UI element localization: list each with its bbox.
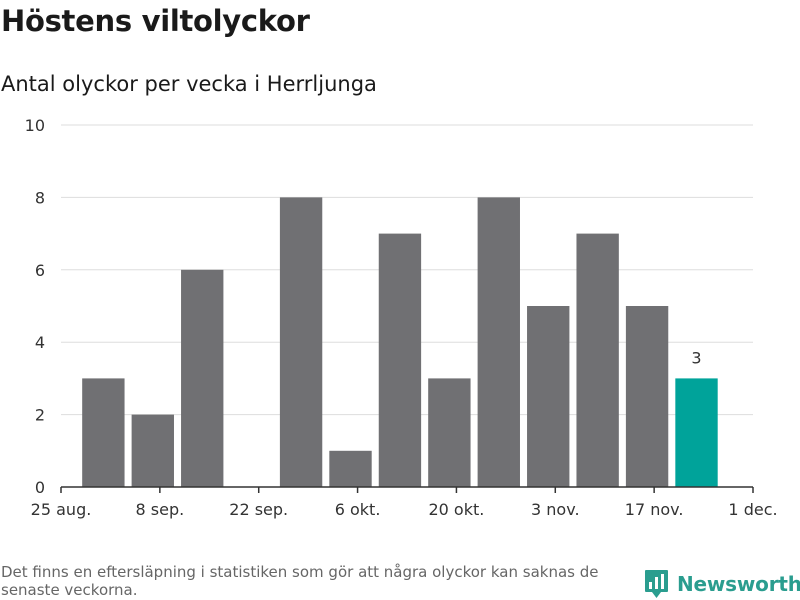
- bar: [527, 306, 570, 487]
- bar: [82, 378, 125, 487]
- bar: [131, 414, 174, 487]
- bar: [279, 197, 323, 487]
- x-tick-label: 25 aug.: [31, 500, 92, 519]
- bar: [428, 378, 471, 487]
- y-tick-label: 4: [35, 333, 45, 352]
- y-tick-label: 0: [35, 478, 45, 497]
- bar: [181, 269, 224, 487]
- bar: [329, 450, 372, 487]
- brand-logo: Newsworthy: [644, 569, 800, 599]
- chart-subtitle: Antal olyckor per vecka i Herrljunga: [1, 72, 377, 96]
- brand-name: Newsworthy: [677, 572, 800, 596]
- y-tick-label: 8: [35, 188, 45, 207]
- bar: [625, 306, 669, 487]
- footnote: Det finns en eftersläpning i statistiken…: [1, 563, 599, 599]
- x-tick-label: 8 sep.: [136, 500, 185, 519]
- x-tick-label: 22 sep.: [229, 500, 288, 519]
- bar: [477, 197, 520, 487]
- bar: [378, 233, 422, 487]
- x-tick-label: 3 nov.: [531, 500, 580, 519]
- bar: [675, 378, 718, 487]
- bar-chart: 0 2 4 6 8 10 3 25 aug. 8 sep. 22 sep. 6 okt. 20 okt…: [25, 116, 778, 519]
- y-tick-label: 10: [25, 116, 45, 135]
- data-label: 3: [691, 348, 701, 367]
- y-tick-label: 2: [35, 406, 45, 425]
- chart-title: Höstens viltolyckor: [1, 4, 310, 38]
- bar-chart-speech-bubble-icon: [645, 570, 668, 598]
- x-tick-label: 20 okt.: [428, 500, 484, 519]
- x-tick-label: 6 okt.: [335, 500, 381, 519]
- x-tick-label: 1 dec.: [728, 500, 777, 519]
- bar: [576, 233, 619, 487]
- y-tick-label: 6: [35, 261, 45, 280]
- x-tick-label: 17 nov.: [625, 500, 684, 519]
